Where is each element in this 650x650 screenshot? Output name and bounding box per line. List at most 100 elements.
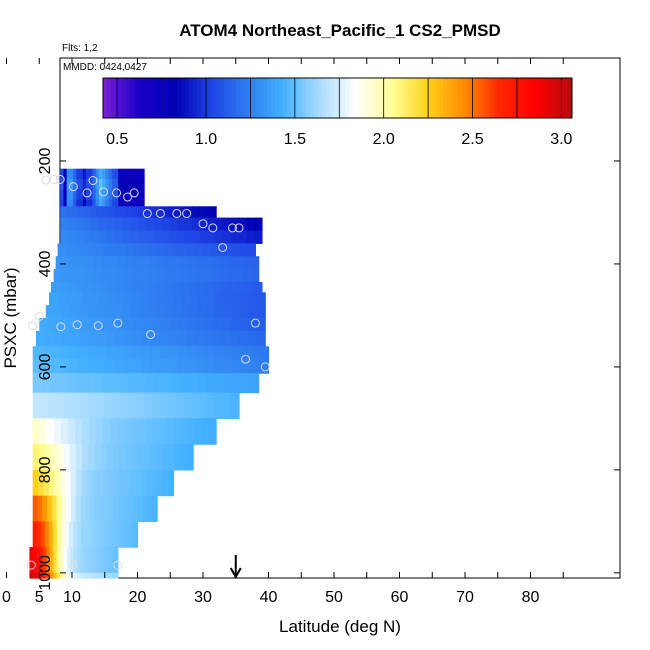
- heatmap-cell: [177, 359, 188, 374]
- heatmap-cell: [143, 444, 151, 471]
- colorbar-swatch: [360, 78, 366, 118]
- heatmap-cell: [182, 292, 191, 306]
- heatmap-cell: [184, 230, 193, 244]
- heatmap-cell: [111, 189, 116, 201]
- heatmap-cell: [134, 178, 139, 190]
- sample-point: [198, 219, 208, 229]
- heatmap-cell: [204, 318, 214, 332]
- heatmap-cell: [229, 281, 239, 293]
- heatmap-cell: [156, 269, 165, 283]
- heatmap-cell: [123, 359, 134, 374]
- heatmap-cell: [219, 269, 228, 283]
- heatmap-cell: [156, 281, 166, 293]
- heatmap-cell: [238, 217, 248, 232]
- heatmap-cell: [124, 269, 134, 283]
- heatmap-cell: [102, 178, 106, 190]
- heatmap-cell: [85, 495, 91, 522]
- heatmap-cell: [232, 243, 241, 257]
- heatmap-cell: [138, 206, 145, 219]
- heatmap-cell: [96, 206, 103, 219]
- heatmap-cell: [227, 269, 236, 283]
- heatmap-cell: [172, 256, 182, 270]
- heatmap-cell: [102, 373, 112, 394]
- heatmap-cell: [69, 444, 77, 471]
- heatmap-cell: [83, 572, 88, 579]
- sample-point: [82, 188, 92, 198]
- heatmap-cell: [116, 269, 126, 283]
- heatmap-cell: [66, 547, 71, 574]
- heatmap-cell: [95, 243, 104, 257]
- heatmap-cell: [95, 199, 100, 207]
- colorbar-swatch: [235, 78, 241, 118]
- heatmap-cell: [106, 330, 116, 347]
- colorbar-swatch: [329, 78, 335, 118]
- heatmap-cell: [217, 243, 226, 257]
- heatmap-cell: [111, 178, 116, 190]
- heatmap-cell: [110, 243, 120, 257]
- heatmap-cell: [56, 547, 61, 574]
- heatmap-cell: [89, 168, 94, 180]
- heatmap-cell: [186, 346, 197, 360]
- heatmap-cell: [35, 330, 46, 347]
- heatmap-cell: [132, 269, 141, 283]
- heatmap-cell: [121, 189, 126, 201]
- heatmap-cell: [77, 572, 82, 579]
- heatmap-cell: [39, 572, 44, 579]
- heatmap-cell: [163, 373, 173, 394]
- heatmap-cell: [98, 168, 103, 180]
- heatmap-cell: [171, 373, 182, 394]
- heatmap-cell: [105, 189, 110, 201]
- heatmap-cell: [117, 521, 122, 548]
- heatmap-cell: [90, 572, 95, 579]
- heatmap-cell: [173, 292, 183, 306]
- heatmap-cell: [168, 230, 178, 244]
- heatmap-cell: [53, 418, 62, 445]
- heatmap-cell: [32, 495, 39, 522]
- heatmap-cell: [115, 168, 119, 180]
- heatmap-cell: [108, 178, 113, 190]
- heatmap-cell: [141, 243, 150, 257]
- heatmap-cell: [209, 243, 218, 257]
- sample-point: [68, 182, 78, 192]
- heatmap-cell: [76, 168, 81, 180]
- heatmap-cell: [210, 206, 217, 219]
- heatmap-cell: [103, 469, 110, 497]
- heatmap-cell: [67, 217, 77, 232]
- colorbar-swatch: [556, 78, 561, 118]
- colorbar-swatch: [321, 78, 327, 118]
- heatmap-cell: [137, 189, 142, 201]
- heatmap-cell: [161, 230, 170, 244]
- heatmap-cell: [89, 418, 97, 445]
- heatmap-cell: [183, 392, 193, 419]
- heatmap-cell: [105, 199, 110, 207]
- heatmap-cell: [207, 230, 216, 244]
- heatmap-cells: [29, 168, 270, 579]
- heatmap-cell: [232, 346, 242, 360]
- heatmap-cell: [96, 392, 105, 419]
- heatmap-cell: [49, 547, 54, 574]
- colorbar-swatch: [513, 78, 518, 118]
- colorbar-swatch: [407, 78, 413, 118]
- heatmap-cell: [172, 281, 182, 293]
- sample-point: [55, 175, 65, 184]
- colorbar-swatch: [231, 78, 237, 118]
- heatmap-cell: [105, 359, 115, 374]
- heatmap-cell: [68, 346, 79, 360]
- heatmap-cell: [187, 269, 197, 283]
- heatmap-cell: [73, 199, 77, 207]
- heatmap-cell: [250, 346, 261, 360]
- heatmap-cell: [60, 206, 67, 219]
- heatmap-cell: [29, 572, 34, 579]
- heatmap-cell: [119, 392, 129, 419]
- heatmap-cell: [223, 217, 232, 232]
- heatmap-cell: [166, 418, 175, 445]
- heatmap-cell: [130, 230, 139, 244]
- heatmap-cell: [194, 418, 203, 445]
- heatmap-cell: [105, 346, 115, 360]
- heatmap-cell: [79, 168, 84, 180]
- sample-point: [146, 329, 156, 339]
- heatmap-cell: [50, 359, 61, 374]
- heatmap-cell: [82, 444, 89, 471]
- heatmap-cell: [197, 305, 207, 319]
- heatmap-cell: [141, 330, 152, 347]
